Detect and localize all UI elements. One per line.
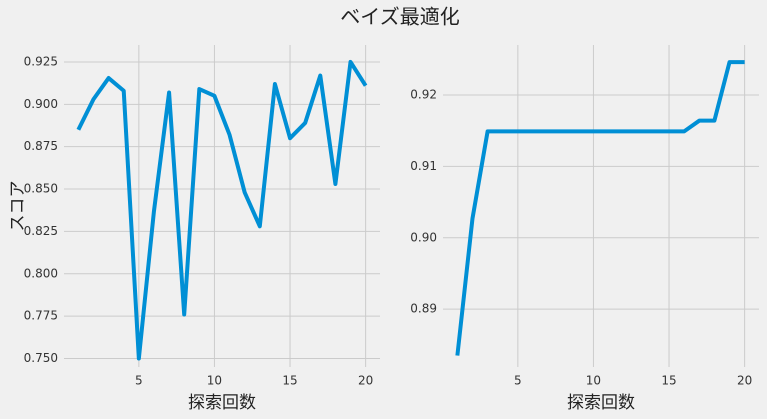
x-tick-label: 10 (586, 374, 601, 388)
line-series (455, 60, 745, 356)
y-tick-label: 0.92 (410, 87, 437, 101)
y-tick-label: 0.900 (24, 97, 58, 111)
y-tick-label: 0.91 (410, 159, 437, 173)
figure-title: ベイズ最適化 (340, 5, 459, 29)
x-tick-label: 20 (737, 374, 752, 388)
x-tick-label: 5 (514, 374, 522, 388)
x-axis-label: 探索回数 (188, 393, 256, 413)
y-tick-label: 0.800 (24, 266, 58, 280)
x-tick-label: 15 (282, 374, 297, 388)
y-tick-label: 0.875 (24, 139, 58, 153)
y-tick-label: 0.850 (24, 182, 58, 196)
y-axis-label: スコア (8, 181, 28, 232)
y-tick-label: 0.925 (24, 54, 58, 68)
line-series (76, 59, 368, 361)
y-tick-label: 0.825 (24, 224, 58, 238)
y-tick-label: 0.775 (24, 309, 58, 323)
x-tick-label: 20 (358, 374, 373, 388)
y-tick-label: 0.89 (410, 302, 437, 316)
x-tick-label: 15 (661, 374, 676, 388)
x-tick-label: 10 (207, 374, 222, 388)
x-tick-label: 5 (135, 374, 143, 388)
x-axis-label: 探索回数 (567, 393, 635, 413)
y-tick-label: 0.750 (24, 351, 58, 365)
y-tick-label: 0.90 (410, 230, 437, 244)
